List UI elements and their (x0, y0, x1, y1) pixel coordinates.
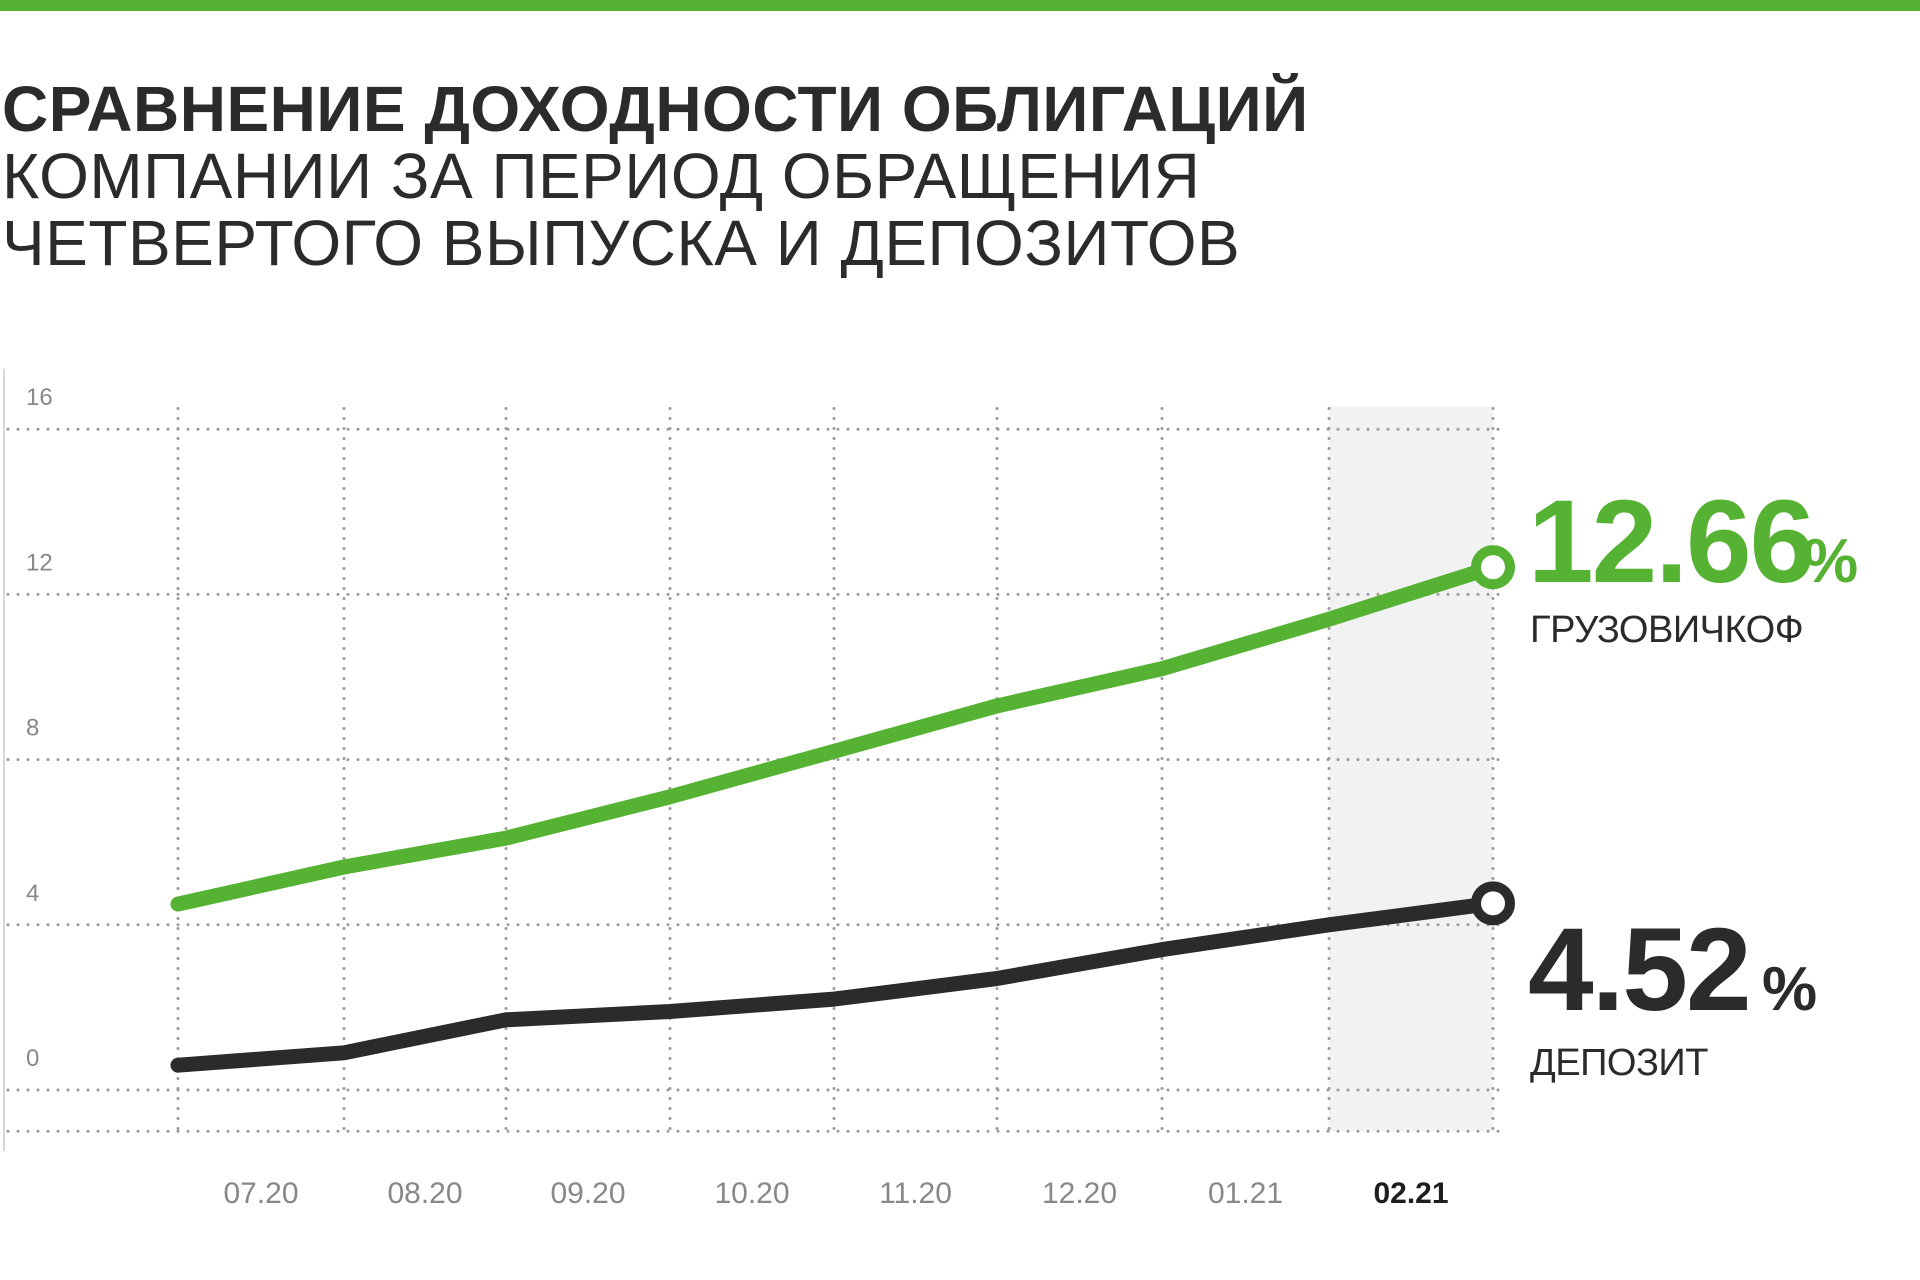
title-line-1: СРАВНЕНИЕ ДОХОДНОСТИ ОБЛИГАЦИЙ (2, 73, 1309, 145)
y-tick-label: 4 (26, 880, 39, 907)
title-line-2: КОМПАНИИ ЗА ПЕРИОД ОБРАЩЕНИЯ (2, 140, 1201, 212)
x-tick-label: 07.20 (223, 1177, 298, 1210)
x-tick-label: 09.20 (550, 1177, 625, 1210)
highlight-column (1329, 406, 1493, 1132)
y-tick-label: 16 (26, 384, 53, 411)
x-tick-label: 12.20 (1042, 1177, 1117, 1210)
unit-label: % (1803, 527, 1858, 596)
series-name-label: ДЕПОЗИТ (1530, 1042, 1708, 1084)
end-value-label: 4.52 (1528, 904, 1750, 1036)
page-title: СРАВНЕНИЕ ДОХОДНОСТИ ОБЛИГАЦИЙ КОМПАНИИ … (2, 76, 1309, 277)
x-tick-label: 10.20 (714, 1177, 789, 1210)
x-tick-label: 02.21 (1373, 1177, 1448, 1210)
title-line-3: ЧЕТВЕРТОГО ВЫПУСКА И ДЕПОЗИТОВ (2, 207, 1241, 279)
series-line (170, 559, 1501, 912)
series-line (170, 895, 1501, 1073)
x-tick-label: 11.20 (879, 1177, 952, 1210)
y-tick-label: 12 (26, 549, 53, 576)
series-end-marker (1471, 881, 1515, 926)
series-name-label: ГРУЗОВИЧКОФ (1530, 609, 1803, 651)
y-tick-label: 8 (26, 715, 39, 742)
end-value-label: 12.66 (1528, 476, 1813, 608)
x-tick-label: 08.20 (387, 1177, 462, 1210)
series-end-marker (1471, 545, 1515, 590)
y-tick-label: 0 (26, 1045, 39, 1072)
x-tick-label: 01.21 (1208, 1177, 1283, 1210)
top-accent-bar (0, 0, 1920, 11)
unit-label: % (1762, 955, 1817, 1024)
